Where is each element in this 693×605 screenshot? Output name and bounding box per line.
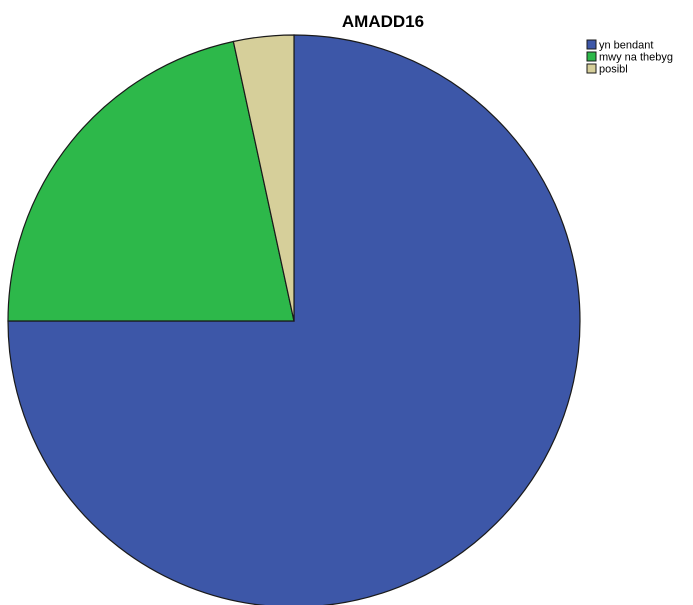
legend-item-mwy-na-thebyg: mwy na thebyg [586, 51, 673, 64]
pie-slices [7, 34, 581, 605]
legend-swatch-yn-bendant [586, 39, 597, 50]
legend-label-mwy-na-thebyg: mwy na thebyg [599, 52, 673, 64]
pie-slice-posibl [232, 34, 295, 322]
legend-item-posibl: posibl [586, 63, 628, 76]
legend-label-yn-bendant: yn bendant [599, 40, 653, 52]
legend-item-yn-bendant: yn bendant [586, 39, 653, 52]
pie-slice-mwy-na-thebyg [7, 40, 295, 322]
legend-label-posibl: posibl [599, 64, 628, 76]
chart-title: AMADD16 [342, 12, 424, 31]
legend-swatch-mwy-na-thebyg [586, 51, 597, 62]
legend-swatch-posibl [586, 63, 597, 74]
